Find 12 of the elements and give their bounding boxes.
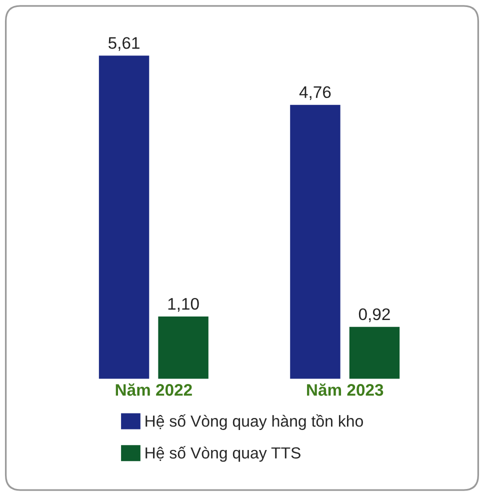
data-label: 4,76 [299,86,331,100]
bar [98,54,151,380]
data-label: 5,61 [108,37,140,51]
bar [156,315,210,380]
x-tick-label: Năm 2022 [116,383,192,396]
data-label: 1,10 [168,298,199,312]
legend-label: Hệ số Vòng quay hàng tồn kho [146,414,363,430]
bar [288,103,342,380]
bar [348,326,401,380]
legend-label: Hệ số Vòng quay TTS [146,446,300,462]
x-tick-label: Năm 2023 [307,383,384,396]
data-label: 0,92 [358,308,390,322]
